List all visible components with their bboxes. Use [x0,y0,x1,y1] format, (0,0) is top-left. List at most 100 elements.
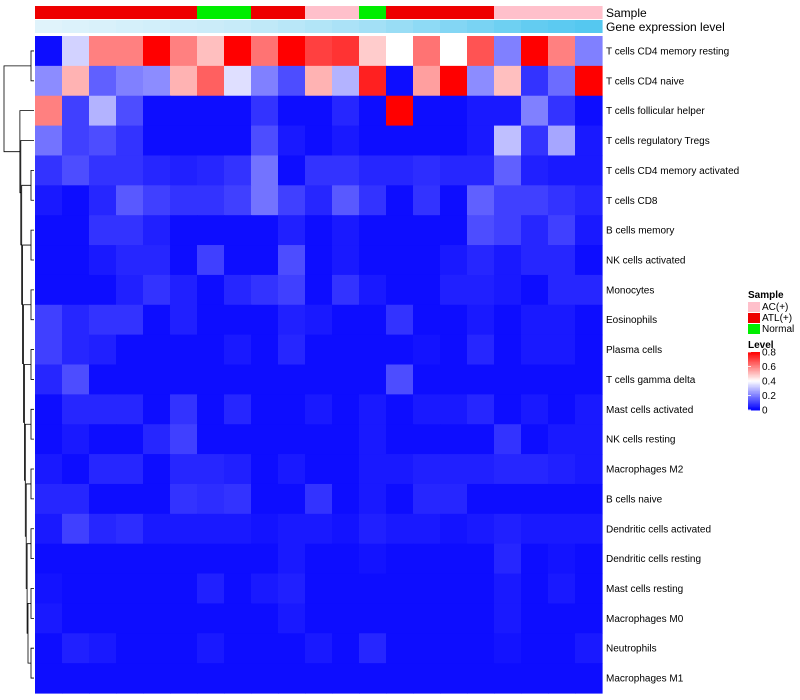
heatmap-cell [440,543,468,575]
annotation-label-sample: Sample [606,6,647,20]
heatmap-cell [305,65,333,97]
heatmap-cell [143,65,171,97]
heatmap-cell [251,245,279,276]
heatmap-cell [251,334,279,366]
heatmap-cell [413,185,441,216]
heatmap-cell [278,65,306,97]
heatmap-cell [278,334,306,366]
heatmap-cell [521,394,549,425]
heatmap-cell [332,274,360,306]
heatmap-cell [467,424,495,455]
heatmap-cell [548,304,576,336]
heatmap-cell [197,513,225,545]
heatmap-cell [224,185,252,216]
heatmap-cell [575,633,603,664]
heatmap-cell [521,424,549,455]
heatmap-cell [197,573,225,605]
heatmap-cell [494,185,522,216]
heatmap-cell [386,155,414,186]
heatmap-cell [35,185,63,216]
heatmap-cell [197,454,225,485]
heatmap-cell [305,603,333,634]
dendrogram-branch [27,603,31,664]
heatmap-cell [62,424,90,455]
heatmap-cell [170,663,198,694]
legend-colorbar-step [748,408,760,411]
heatmap-cell [521,125,549,157]
heatmap-cell [278,125,306,157]
heatmap-cell [170,155,198,186]
heatmap-cell [467,95,495,127]
heatmap-cell [278,633,306,664]
heatmap-cell [251,483,279,515]
heatmap-cell [467,334,495,366]
heatmap-cell [440,394,468,425]
heatmap-cell [116,454,144,485]
heatmap-cell [143,394,171,425]
heatmap-cell [170,36,198,67]
heatmap-cell [413,245,441,276]
sample-annotation-cell [278,6,306,19]
expression-annotation-cell [467,20,495,33]
heatmap-cell [548,573,576,605]
heatmap-cell [494,663,522,694]
heatmap-cell [521,245,549,276]
heatmap-cell [170,394,198,425]
heatmap-cell [413,36,441,67]
legend-colorbar-step [748,383,760,386]
legend-colorbar-step [748,375,760,378]
heatmap-cell [548,334,576,366]
heatmap-cell [278,304,306,336]
legend-colorbar-step [748,396,760,399]
expression-annotation-cell [440,20,468,33]
heatmap-cell [359,483,387,515]
heatmap-cell [494,304,522,336]
legend-colorbar-step [748,407,760,410]
heatmap-cell [251,603,279,634]
legend-colorbar-step [748,365,760,367]
heatmap-cell [332,394,360,425]
heatmap-cell [332,543,360,575]
dendrogram-branch [30,468,34,500]
heatmap-cell [359,603,387,634]
heatmap-cell [35,304,63,336]
heatmap-cell [170,65,198,97]
sample-annotation-cell [575,6,603,19]
heatmap-cell [386,245,414,276]
heatmap-cell [494,513,522,545]
heatmap-cell [224,483,252,515]
heatmap-cell [359,394,387,425]
heatmap-cell [332,125,360,157]
heatmap-cell [62,603,90,634]
heatmap-cell [89,155,117,186]
heatmap-cell [494,633,522,664]
heatmap-cell [224,245,252,276]
legend-colorbar-step [748,392,760,395]
legend-entry-label: Normal [762,324,794,335]
heatmap-cell [386,663,414,694]
heatmap-cells [35,36,603,694]
heatmap-cell [278,424,306,455]
dendrogram-branch [20,140,34,246]
heatmap-cell [305,185,333,216]
heatmap-cell [143,125,171,157]
row-label: T cells follicular helper [606,106,705,117]
sample-annotation-cell [170,6,198,19]
heatmap-cell [413,513,441,545]
heatmap-cell [278,513,306,545]
heatmap-cell [548,454,576,485]
heatmap-cell [494,215,522,246]
heatmap-cell [332,334,360,366]
heatmap-cell [170,364,198,395]
sample-annotation-cell [197,6,225,19]
heatmap-cell [386,274,414,306]
heatmap-cell [359,215,387,246]
heatmap-cell [575,95,603,127]
heatmap-cell [197,155,225,186]
heatmap-cell [197,483,225,515]
sample-annotation-cell [89,6,117,19]
legend-title-level: Level [748,340,774,351]
heatmap-cell [278,394,306,425]
heatmap-cell [170,304,198,336]
